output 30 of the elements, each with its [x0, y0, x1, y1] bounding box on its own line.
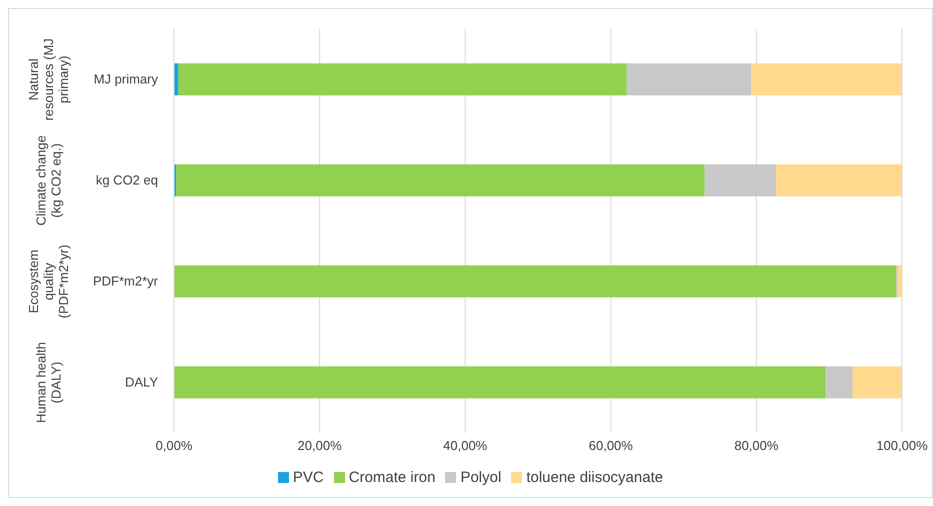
x-tick-label: 0,00%	[156, 438, 193, 454]
bar	[704, 164, 776, 196]
y-tick-label: DALY	[125, 374, 158, 390]
text: Human health (DALY)	[34, 342, 64, 423]
legend-label: toluene diisocyanate	[526, 469, 664, 486]
bar	[174, 366, 826, 398]
text: Climate change (kg CO2 eq.)	[34, 135, 64, 226]
bar	[174, 63, 178, 96]
x-tick-label: 80,00%	[734, 438, 779, 454]
bar	[626, 63, 752, 96]
bar	[751, 63, 902, 96]
bar	[776, 164, 902, 196]
legend-label: Polyol	[460, 469, 502, 486]
y-tick-label: MJ primary	[94, 72, 158, 86]
bar	[174, 265, 896, 298]
bar	[826, 366, 852, 398]
legend-label: PVC	[292, 469, 324, 486]
x-tick-label: 60,00%	[588, 438, 634, 454]
y-tick-label: kg CO2 eq	[96, 172, 158, 188]
text: Natural resources (MJ primary)	[26, 38, 71, 121]
text: Ecosystem quality (PDF*m2*yr)	[26, 244, 71, 318]
x-tick-label: 20,00%	[298, 438, 342, 454]
y-tick-label: PDF*m2*yr	[92, 274, 159, 288]
bar	[852, 366, 902, 398]
legend-label: Cromate iron	[348, 469, 436, 486]
bar	[176, 164, 705, 196]
x-tick-label: 100,00%	[876, 438, 928, 454]
x-tick-label: 40,00%	[443, 438, 488, 454]
bar	[178, 63, 627, 96]
bar	[898, 265, 902, 298]
